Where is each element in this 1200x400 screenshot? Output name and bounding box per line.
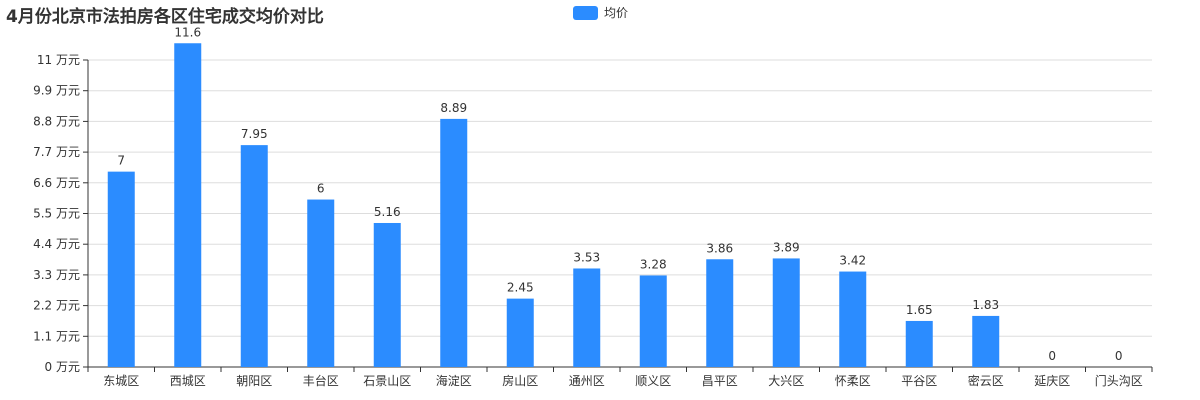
data-label: 0 <box>1115 349 1123 363</box>
data-label: 3.28 <box>640 257 667 271</box>
y-tick-label: 11 万元 <box>37 53 80 67</box>
bar <box>772 258 800 367</box>
x-tick-label: 顺义区 <box>635 374 671 388</box>
x-tick-label: 房山区 <box>502 373 538 388</box>
legend-label: 均价 <box>604 6 629 20</box>
y-tick-label: 7.7 万元 <box>33 145 80 159</box>
y-tick-label: 1.1 万元 <box>33 329 80 343</box>
bar <box>573 268 601 367</box>
y-tick-label: 3.3 万元 <box>33 268 80 282</box>
bar <box>174 43 202 367</box>
data-label: 3.42 <box>839 254 866 268</box>
data-label: 7.95 <box>241 127 268 141</box>
x-tick-label: 密云区 <box>968 373 1004 388</box>
data-label: 1.83 <box>972 298 999 312</box>
y-tick-label: 2.2 万元 <box>33 299 80 313</box>
y-tick-label: 5.5 万元 <box>33 207 80 221</box>
bar <box>839 271 867 367</box>
y-tick-label: 8.8 万元 <box>33 114 80 128</box>
bar <box>972 315 1000 367</box>
x-tick-label: 通州区 <box>569 374 605 388</box>
bar <box>107 171 135 367</box>
x-tick-label: 石景山区 <box>363 374 411 388</box>
bar <box>307 199 335 367</box>
x-tick-label: 门头沟区 <box>1095 373 1143 388</box>
data-label: 3.89 <box>773 240 800 254</box>
x-tick-label: 海淀区 <box>436 373 472 388</box>
x-tick-label: 朝阳区 <box>236 374 272 388</box>
bar <box>905 320 933 367</box>
data-label: 11.6 <box>174 25 201 39</box>
data-label: 3.86 <box>706 241 733 255</box>
bar <box>506 298 534 367</box>
data-label: 6 <box>317 182 325 196</box>
y-tick-label: 6.6 万元 <box>33 176 80 190</box>
y-tick-label: 4.4 万元 <box>33 237 80 251</box>
data-label: 2.45 <box>507 281 534 295</box>
bar <box>440 118 468 367</box>
bar <box>706 259 734 367</box>
legend-swatch <box>573 5 598 20</box>
x-tick-label: 丰台区 <box>303 373 339 388</box>
data-label: 1.65 <box>906 303 933 317</box>
data-label: 3.53 <box>573 250 600 264</box>
bar <box>639 275 667 367</box>
legend[interactable]: 均价 <box>573 4 628 21</box>
x-tick-label: 昌平区 <box>702 374 738 388</box>
x-tick-label: 平谷区 <box>901 374 937 388</box>
data-label: 0 <box>1048 349 1056 363</box>
x-tick-label: 大兴区 <box>768 374 804 388</box>
data-label: 7 <box>117 154 125 168</box>
bar <box>373 222 401 367</box>
x-tick-label: 东城区 <box>103 374 139 388</box>
x-tick-label: 延庆区 <box>1034 374 1070 388</box>
y-tick-label: 0 万元 <box>45 360 80 374</box>
y-tick-label: 9.9 万元 <box>33 84 80 98</box>
x-tick-label: 怀柔区 <box>835 374 871 388</box>
data-label: 8.89 <box>440 101 467 115</box>
x-tick-label: 西城区 <box>170 374 206 388</box>
data-label: 5.16 <box>374 205 401 219</box>
bar <box>240 145 268 367</box>
chart-title: 4月份北京市法拍房各区住宅成交均价对比 <box>6 7 324 27</box>
